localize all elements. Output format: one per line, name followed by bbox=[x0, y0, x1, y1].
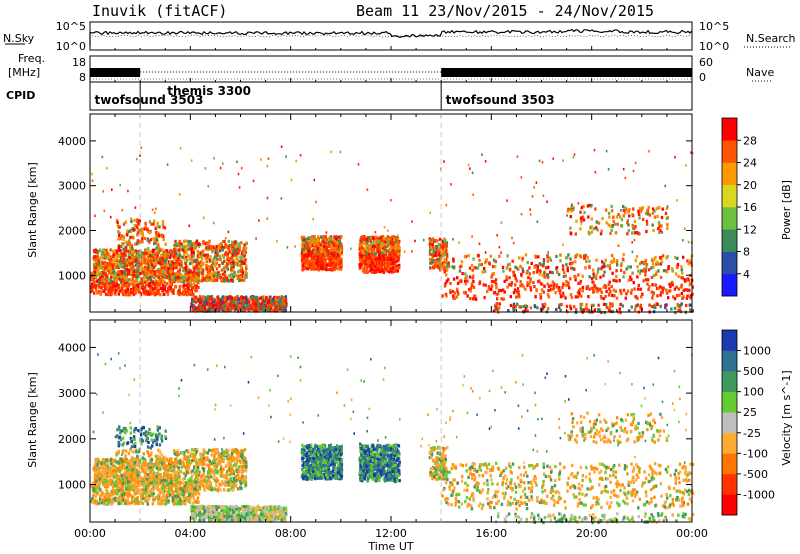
cpid-label-2: twofsound 3503 bbox=[446, 93, 555, 107]
velocity-colorbar-label: Velocity [m s^-1] bbox=[780, 370, 793, 465]
x-tick-label-4: 16:00 bbox=[475, 527, 507, 540]
power-scatter-data bbox=[89, 114, 694, 315]
cpid-label-1: twofsound 3503 bbox=[95, 93, 204, 107]
nave-tick-bottom: 0 bbox=[699, 71, 706, 84]
power-panel-frame bbox=[89, 113, 693, 313]
cpid-label: CPID bbox=[6, 89, 35, 102]
panel1-ytick-label-2: 3000 bbox=[58, 387, 86, 400]
nsky-tick-top: 10^5 bbox=[56, 20, 86, 33]
nsky-trace bbox=[89, 28, 693, 46]
colorbar0-tick-label-2: 12 bbox=[743, 223, 757, 236]
freq-label: Freq. bbox=[18, 52, 45, 65]
freq-tick-top: 18 bbox=[72, 56, 86, 69]
nsearch-tick-top: 10^5 bbox=[699, 20, 729, 33]
freq-trace-block-late bbox=[441, 68, 692, 77]
colorbar0-segment-5 bbox=[722, 162, 737, 186]
colorbar0-segment-7 bbox=[722, 118, 737, 141]
colorbar0-segment-4 bbox=[722, 184, 737, 208]
colorbar0-tick-label-1: 8 bbox=[743, 246, 750, 259]
nave-label: Nave bbox=[746, 66, 774, 79]
colorbar0-segment-2 bbox=[722, 229, 737, 252]
nsearch-label: N.Search bbox=[746, 32, 796, 45]
x-tick-label-0: 00:00 bbox=[74, 527, 106, 540]
colorbar0-segment-0 bbox=[722, 273, 737, 297]
colorbar0-tick-label-5: 24 bbox=[743, 157, 757, 170]
colorbar1-tick-label-5: -100 bbox=[743, 447, 768, 460]
colorbar1-segment-5 bbox=[722, 391, 737, 413]
x-tick-label-1: 04:00 bbox=[174, 527, 206, 540]
beam-date-title: Beam 11 23/Nov/2015 - 24/Nov/2015 bbox=[356, 2, 654, 20]
power-colorbar-label: Power [dB] bbox=[780, 180, 793, 240]
colorbar1-tick-label-0: 1000 bbox=[743, 345, 771, 358]
colorbar1-segment-3 bbox=[722, 432, 737, 454]
x-axis-label: Time UT bbox=[367, 540, 413, 553]
colorbar1-tick-label-7: -1000 bbox=[743, 488, 775, 501]
colorbar1-tick-label-2: 100 bbox=[743, 386, 764, 399]
station-title: Inuvik (fitACF) bbox=[92, 2, 227, 20]
colorbar0-tick-label-6: 28 bbox=[743, 134, 757, 147]
panel0-ytick-label-1: 2000 bbox=[58, 224, 86, 237]
colorbar0-tick-label-4: 20 bbox=[743, 179, 757, 192]
x-tick-label-3: 12:00 bbox=[375, 527, 407, 540]
colorbar1-tick-label-3: 25 bbox=[743, 406, 757, 419]
colorbar1-tick-label-1: 500 bbox=[743, 365, 764, 378]
panel1-ytick-label-0: 1000 bbox=[58, 479, 86, 492]
colorbar0-segment-6 bbox=[722, 140, 737, 163]
colorbar1-segment-0 bbox=[722, 494, 737, 516]
freq-trace-block-early bbox=[90, 68, 141, 77]
nsky-tick-bottom: 10^0 bbox=[56, 40, 86, 53]
x-tick-label-5: 20:00 bbox=[576, 527, 608, 540]
x-tick-label-6: 00:00 bbox=[676, 527, 708, 540]
colorbar1-segment-1 bbox=[722, 473, 737, 495]
panel1-ytick-label-1: 2000 bbox=[58, 433, 86, 446]
colorbar1-segment-2 bbox=[722, 453, 737, 475]
freq-tick-bottom: 8 bbox=[79, 71, 86, 84]
colorbar1-tick-label-6: -500 bbox=[743, 468, 768, 481]
colorbar0-segment-1 bbox=[722, 251, 737, 275]
velocity-panel-frame bbox=[89, 319, 693, 523]
nave-tick-top: 60 bbox=[699, 56, 713, 69]
nsearch-trace bbox=[89, 34, 691, 38]
colorbar1-segment-8 bbox=[722, 330, 737, 351]
cpid-label-0: themis 3300 bbox=[167, 84, 251, 98]
colorbar1-tick-label-4: -25 bbox=[743, 427, 761, 440]
panel1-ytick-label-3: 4000 bbox=[58, 341, 86, 354]
panel0-ytick-label-2: 3000 bbox=[58, 180, 86, 193]
velocity-colorbar bbox=[721, 329, 738, 516]
velocity-scatter-data bbox=[89, 320, 695, 525]
power-ylabel: Slant Range [km] bbox=[26, 162, 39, 258]
colorbar0-tick-label-3: 16 bbox=[743, 201, 757, 214]
colorbar1-segment-6 bbox=[722, 371, 737, 392]
panel0-ytick-label-3: 4000 bbox=[58, 135, 86, 148]
colorbar0-segment-3 bbox=[722, 207, 737, 230]
freq-unit-label: [MHz] bbox=[8, 66, 40, 79]
x-tick-label-2: 08:00 bbox=[275, 527, 307, 540]
panel0-ytick-label-0: 1000 bbox=[58, 269, 86, 282]
colorbar1-segment-4 bbox=[722, 412, 737, 434]
colorbar0-tick-label-0: 4 bbox=[743, 268, 750, 281]
colorbar1-segment-7 bbox=[722, 350, 737, 372]
nsky-label: N.Sky bbox=[3, 32, 35, 45]
nsearch-tick-bottom: 10^0 bbox=[699, 40, 729, 53]
velocity-ylabel: Slant Range [km] bbox=[26, 372, 39, 468]
